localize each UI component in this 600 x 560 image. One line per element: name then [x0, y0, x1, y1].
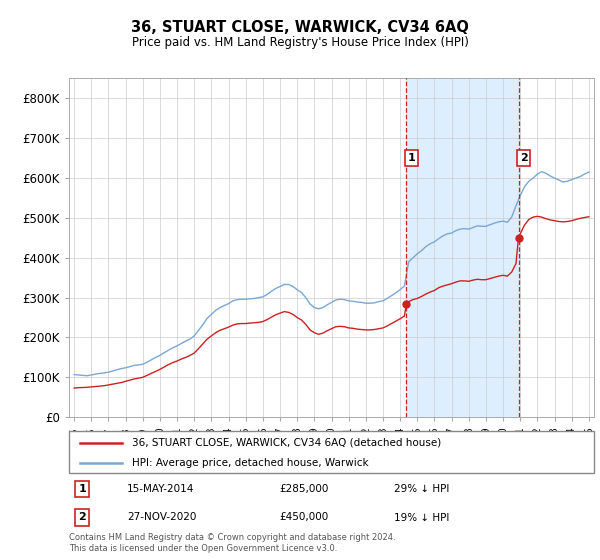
Text: 36, STUART CLOSE, WARWICK, CV34 6AQ (detached house): 36, STUART CLOSE, WARWICK, CV34 6AQ (det… [132, 438, 441, 448]
Text: HPI: Average price, detached house, Warwick: HPI: Average price, detached house, Warw… [132, 458, 368, 468]
Text: 19% ↓ HPI: 19% ↓ HPI [395, 512, 450, 522]
Bar [406, 78, 518, 417]
Text: 2: 2 [520, 153, 527, 163]
Text: 1: 1 [408, 153, 415, 163]
Text: 36, STUART CLOSE, WARWICK, CV34 6AQ: 36, STUART CLOSE, WARWICK, CV34 6AQ [131, 20, 469, 35]
Text: 15-MAY-2014: 15-MAY-2014 [127, 484, 194, 494]
Text: £285,000: £285,000 [279, 484, 328, 494]
Text: 2: 2 [78, 512, 86, 522]
Text: £450,000: £450,000 [279, 512, 328, 522]
Text: 1: 1 [78, 484, 86, 494]
Text: Contains HM Land Registry data © Crown copyright and database right 2024.
This d: Contains HM Land Registry data © Crown c… [69, 533, 395, 553]
Text: Price paid vs. HM Land Registry's House Price Index (HPI): Price paid vs. HM Land Registry's House … [131, 36, 469, 49]
Text: 27-NOV-2020: 27-NOV-2020 [127, 512, 196, 522]
Text: 29% ↓ HPI: 29% ↓ HPI [395, 484, 450, 494]
